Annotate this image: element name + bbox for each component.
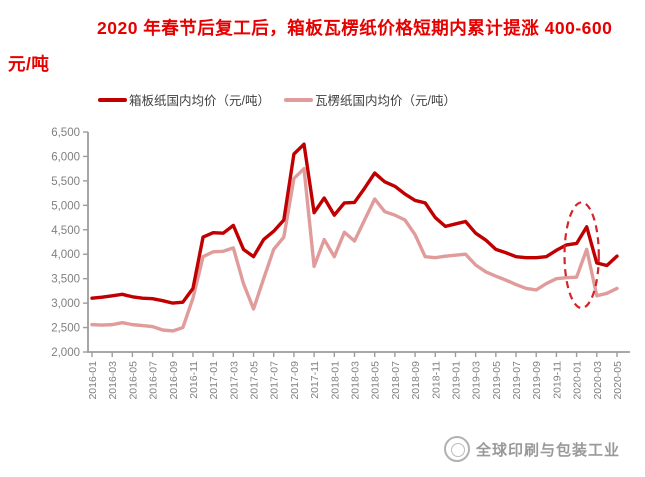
y-tick-label: 2,000 bbox=[51, 347, 80, 359]
price-chart: 箱板纸国内均价（元/吨） 瓦楞纸国内均价（元/吨） 6,500 6,000 5,50… bbox=[0, 82, 645, 477]
legend-item-containerboard: 箱板纸国内均价（元/吨） bbox=[98, 90, 270, 109]
x-tick-label: 2017-09 bbox=[289, 361, 301, 400]
x-tick-label: 2017-11 bbox=[309, 361, 321, 399]
x-tick-label: 2018-09 bbox=[410, 361, 422, 400]
line-chart-canvas: 6,500 6,000 5,500 5,000 4,500 4,000 3,500 3,000… bbox=[51, 127, 630, 400]
chart-legend: 箱板纸国内均价（元/吨） 瓦楞纸国内均价（元/吨） bbox=[98, 90, 456, 109]
x-tick-label: 2020-05 bbox=[612, 361, 624, 400]
x-tick-label: 2018-11 bbox=[430, 361, 442, 399]
axis-lines bbox=[87, 132, 630, 353]
y-tick-label: 6,500 bbox=[51, 127, 80, 139]
x-tick-label: 2019-07 bbox=[511, 361, 523, 400]
watermark-logo-icon bbox=[444, 436, 470, 462]
x-tick-label: 2019-11 bbox=[551, 361, 563, 399]
y-tick-label: 4,000 bbox=[51, 249, 80, 261]
y-tick-label: 4,500 bbox=[51, 225, 80, 237]
legend-line-swatch-corrugated bbox=[283, 97, 313, 102]
x-tick-label: 2018-07 bbox=[390, 361, 402, 400]
x-tick-label: 2016-03 bbox=[107, 361, 119, 400]
y-tick-label: 3,500 bbox=[51, 274, 80, 286]
x-tick-label: 2016-05 bbox=[127, 361, 139, 400]
x-tick-label: 2017-05 bbox=[249, 361, 261, 400]
series-line-corrugated bbox=[90, 166, 619, 333]
x-tick-label: 2016-01 bbox=[87, 361, 99, 400]
x-tick-label: 2019-03 bbox=[471, 361, 483, 400]
y-tick-label: 6,000 bbox=[51, 151, 80, 163]
legend-label-corrugated: 瓦楞纸国内均价（元/吨） bbox=[314, 94, 456, 108]
y-tick-label: 2,500 bbox=[51, 323, 80, 335]
x-tick-label: 2019-09 bbox=[531, 361, 543, 400]
chart-title: 2020 年春节后复工后，箱板瓦楞纸价格短期内累计提涨 400-600 元/吨 bbox=[8, 18, 613, 74]
series-line-containerboard bbox=[90, 142, 619, 305]
x-tick-label: 2017-07 bbox=[269, 361, 281, 400]
x-tick-label: 2018-01 bbox=[329, 361, 341, 400]
x-tick-label: 2019-05 bbox=[491, 361, 503, 400]
x-tick-label: 2016-09 bbox=[168, 361, 180, 400]
y-tick-label: 3,000 bbox=[51, 298, 80, 310]
x-tick-label: 2016-07 bbox=[148, 361, 160, 400]
x-tick-label: 2017-03 bbox=[228, 361, 240, 400]
highlight-ellipse-annotation bbox=[563, 201, 600, 310]
x-tick-label: 2017-01 bbox=[208, 361, 220, 400]
legend-item-corrugated: 瓦楞纸国内均价（元/吨） bbox=[283, 90, 456, 109]
x-tick-label: 2020-03 bbox=[592, 361, 604, 400]
watermark-text: 全球印刷与包装工业 bbox=[476, 441, 621, 459]
x-tick-label: 2018-05 bbox=[370, 361, 382, 400]
watermark: 全球印刷与包装工业 bbox=[444, 436, 620, 462]
x-tick-label: 2018-03 bbox=[349, 361, 361, 400]
y-tick-label: 5,500 bbox=[51, 176, 80, 188]
x-tick-label: 2016-11 bbox=[188, 361, 200, 399]
x-tick-label: 2020-01 bbox=[572, 361, 584, 400]
x-tick-label: 2019-01 bbox=[450, 361, 462, 400]
legend-line-swatch-containerboard bbox=[98, 97, 127, 102]
y-tick-label: 5,000 bbox=[51, 200, 80, 212]
legend-label-containerboard: 箱板纸国内均价（元/吨） bbox=[129, 94, 270, 108]
